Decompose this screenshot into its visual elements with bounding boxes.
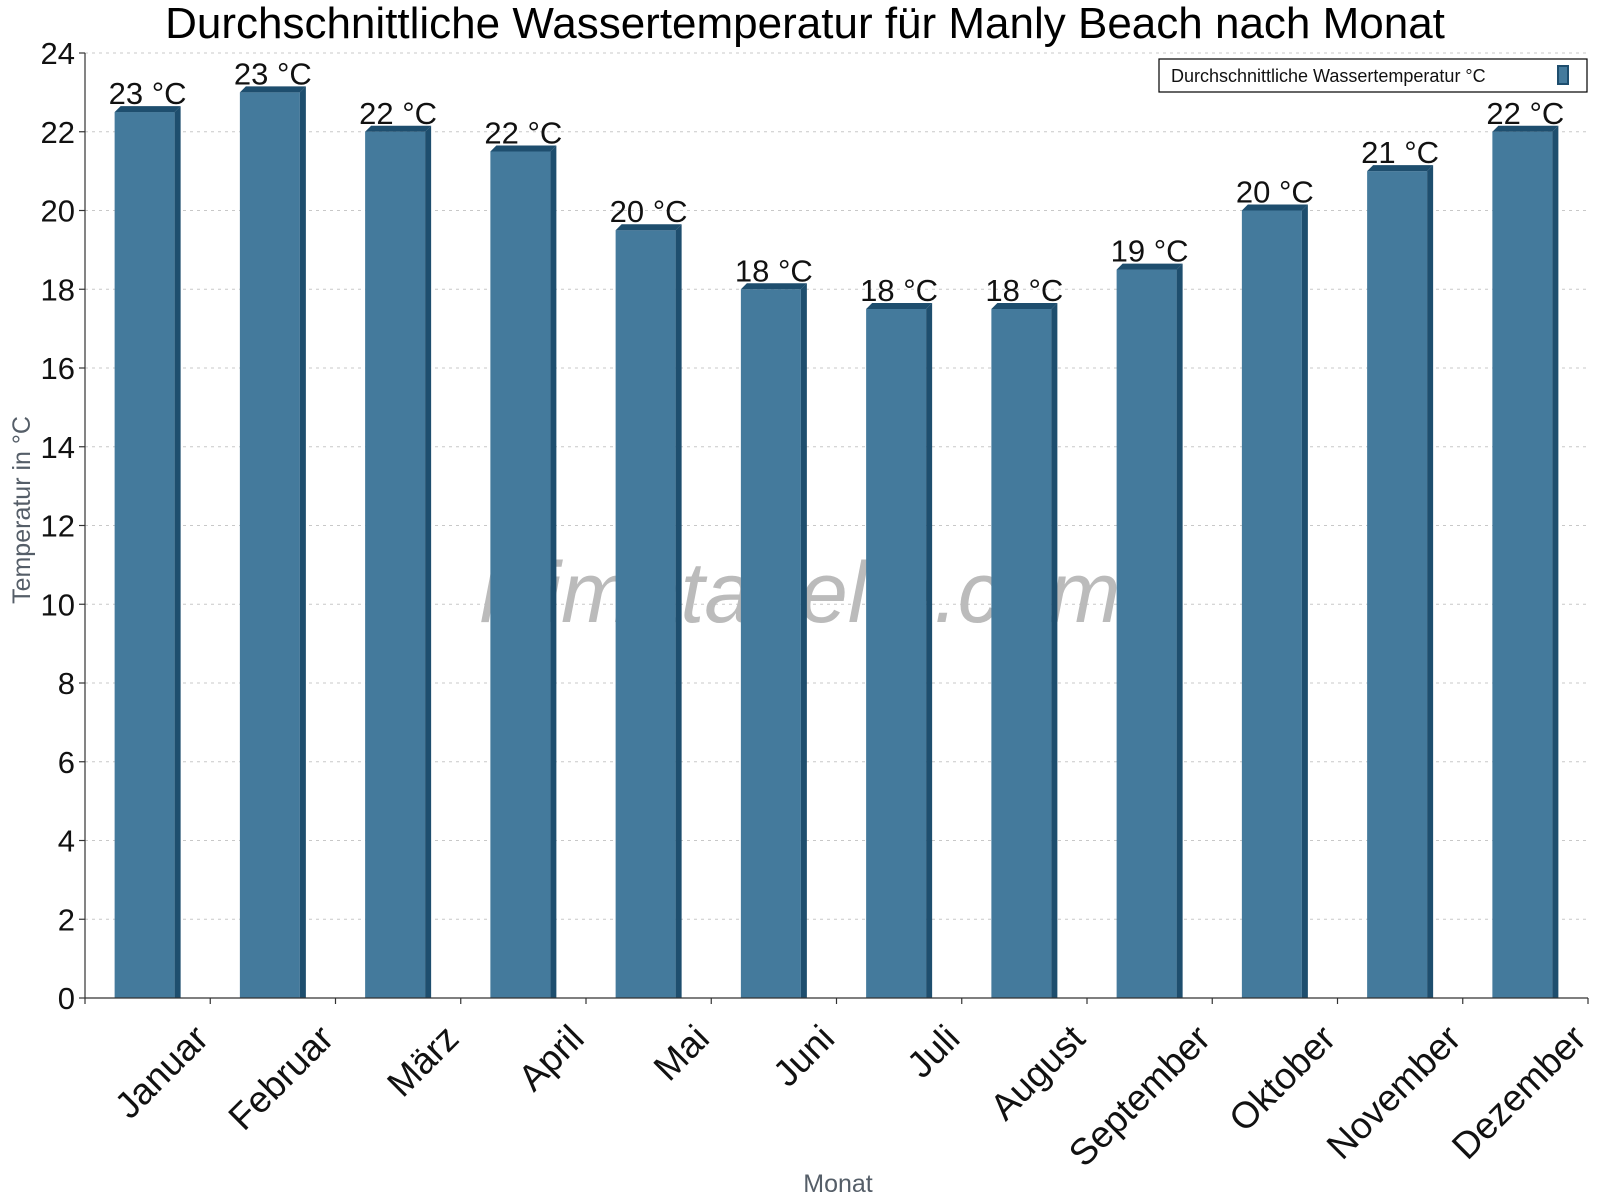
x-tick-label: Oktober bbox=[1221, 1017, 1343, 1139]
bar-oktober bbox=[1241, 204, 1308, 998]
legend: Durchschnittliche Wassertemperatur °C bbox=[1158, 58, 1588, 93]
x-tick-label: April bbox=[510, 1017, 591, 1098]
y-tick-label: 18 bbox=[41, 272, 75, 307]
bar-februar bbox=[239, 86, 306, 998]
y-tick-label: 12 bbox=[41, 509, 75, 544]
bar-dezember bbox=[1492, 125, 1559, 998]
data-label: 23 °C bbox=[109, 76, 187, 111]
bar-top bbox=[1367, 165, 1434, 172]
bar-side bbox=[425, 125, 432, 998]
bar-side bbox=[174, 106, 181, 998]
y-tick-label: 2 bbox=[58, 902, 75, 937]
x-tick-label: August bbox=[982, 1017, 1093, 1128]
bar-top bbox=[1492, 125, 1559, 132]
bar-top bbox=[490, 145, 557, 152]
bar-top bbox=[365, 125, 432, 132]
x-tick-label: Juli bbox=[899, 1017, 967, 1085]
y-tick-label: 16 bbox=[41, 351, 75, 386]
data-label: 22 °C bbox=[484, 115, 562, 150]
y-tick-label: 4 bbox=[58, 824, 75, 859]
x-tick-label: März bbox=[379, 1017, 466, 1104]
bar-front bbox=[365, 131, 426, 998]
data-label: 18 °C bbox=[735, 253, 813, 288]
bar-märz bbox=[365, 125, 432, 998]
bar-top bbox=[866, 302, 933, 309]
bar-front bbox=[866, 308, 927, 998]
y-axis-label: Temperatur in °C bbox=[8, 416, 36, 604]
bar-side bbox=[926, 302, 933, 998]
bar-juni bbox=[740, 283, 807, 998]
data-label: 23 °C bbox=[234, 56, 312, 91]
y-tick-label: 22 bbox=[41, 115, 75, 150]
bar-top bbox=[740, 283, 807, 290]
bar-top bbox=[615, 224, 682, 231]
bar-top bbox=[991, 302, 1058, 309]
bar-front bbox=[490, 151, 551, 998]
data-label: 22 °C bbox=[1486, 96, 1564, 131]
legend-label: Durchschnittliche Wassertemperatur °C bbox=[1171, 66, 1486, 86]
data-label: 20 °C bbox=[610, 194, 688, 229]
chart-title: Durchschnittliche Wassertemperatur für M… bbox=[165, 0, 1445, 48]
bar-august bbox=[991, 302, 1058, 998]
bar-mai bbox=[615, 224, 682, 998]
x-tick-label: Februar bbox=[221, 1017, 342, 1138]
bar-top bbox=[1241, 204, 1308, 211]
bar-side bbox=[800, 283, 807, 998]
x-tick-label: November bbox=[1319, 1017, 1469, 1167]
bar-top bbox=[114, 106, 181, 113]
y-tick-label: 6 bbox=[58, 745, 75, 780]
y-tick-label: 10 bbox=[41, 587, 75, 622]
data-label: 18 °C bbox=[860, 273, 938, 308]
bar-september bbox=[1116, 263, 1183, 998]
data-label: 20 °C bbox=[1236, 175, 1314, 210]
y-tick-label: 20 bbox=[41, 194, 75, 229]
bar-front bbox=[1116, 269, 1177, 998]
x-tick-label: Juni bbox=[765, 1017, 842, 1094]
y-tick-label: 24 bbox=[41, 36, 75, 71]
bar-november bbox=[1367, 165, 1434, 998]
bar-front bbox=[1492, 131, 1553, 998]
data-label: 18 °C bbox=[985, 273, 1063, 308]
bar-top bbox=[1116, 263, 1183, 270]
x-axis-ticks: Januar Februar März April Mai Juni Juli AugustS… bbox=[84, 998, 1594, 1174]
bar-side bbox=[675, 224, 682, 998]
bar-side bbox=[1301, 204, 1308, 998]
y-tick-label: 14 bbox=[41, 430, 75, 465]
x-axis-label: Monat bbox=[803, 1170, 873, 1198]
bar-side bbox=[299, 86, 306, 998]
bar-side bbox=[550, 145, 557, 998]
data-label: 21 °C bbox=[1361, 135, 1439, 170]
bar-front bbox=[239, 92, 300, 998]
bar-side bbox=[1051, 302, 1058, 998]
legend-box bbox=[1158, 58, 1588, 93]
bar-juli bbox=[866, 302, 933, 998]
bar-front bbox=[1367, 171, 1428, 998]
bar-front bbox=[740, 289, 801, 998]
bar-front bbox=[114, 112, 175, 998]
bar-side bbox=[1552, 125, 1559, 998]
legend-swatch bbox=[1557, 65, 1569, 85]
bar-side bbox=[1176, 263, 1183, 998]
x-tick-label: Mai bbox=[646, 1017, 717, 1088]
x-tick-label: Januar bbox=[107, 1017, 216, 1126]
x-tick-label: Dezember bbox=[1444, 1017, 1594, 1167]
bar-side bbox=[1427, 165, 1434, 998]
data-label: 22 °C bbox=[359, 96, 437, 131]
bar-series: 23 °C 23 °C 22 °C 22 °C 20 °C 18 °C 18 °C 18 °C… bbox=[109, 56, 1564, 998]
bar-front bbox=[1241, 210, 1302, 998]
y-tick-label: 0 bbox=[58, 981, 75, 1016]
gridlines bbox=[85, 52, 1588, 920]
y-tick-label: 8 bbox=[58, 666, 75, 701]
data-label: 19 °C bbox=[1111, 234, 1189, 269]
bar-januar bbox=[114, 106, 181, 998]
bar-front bbox=[615, 230, 676, 998]
bar-april bbox=[490, 145, 557, 998]
bar-top bbox=[239, 86, 306, 93]
bar-front bbox=[991, 308, 1052, 998]
